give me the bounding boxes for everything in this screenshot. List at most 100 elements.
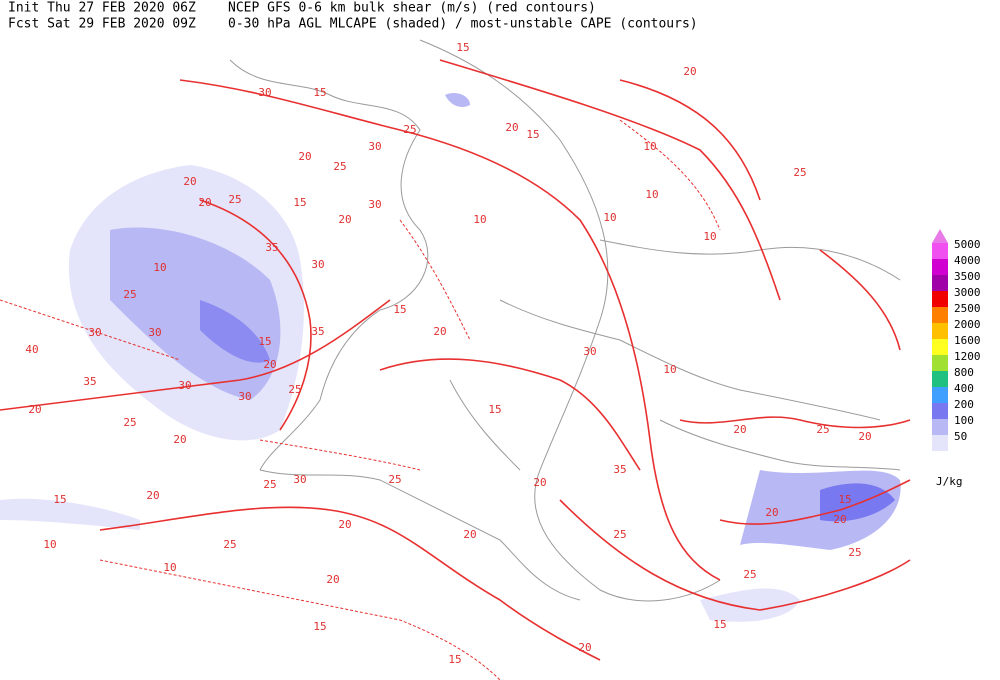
contour-label: 20	[198, 196, 211, 209]
contour-label: 10	[43, 538, 56, 551]
contour-label: 20	[833, 513, 846, 526]
contour-label: 35	[83, 375, 96, 388]
contour-label: 10	[645, 188, 658, 201]
legend-label: 50	[954, 430, 967, 443]
contour-label: 20	[683, 65, 696, 78]
legend-label: 2500	[954, 302, 981, 315]
cape-shading	[0, 93, 901, 622]
contour-label: 25	[123, 416, 136, 429]
contour-label: 30	[178, 379, 191, 392]
contour-label: 25	[743, 568, 756, 581]
contour-label: 30	[368, 198, 381, 211]
contour-label: 25	[403, 123, 416, 136]
contour-label: 20	[338, 518, 351, 531]
contour-label: 25	[228, 193, 241, 206]
contour-label: 20	[505, 121, 518, 134]
contour-label: 20	[433, 325, 446, 338]
contour-label: 35	[613, 463, 626, 476]
contour-label: 30	[293, 473, 306, 486]
contour-label: 30	[311, 258, 324, 271]
legend-swatch	[932, 355, 948, 371]
contour-label: 20	[298, 150, 311, 163]
contour-label: 20	[338, 213, 351, 226]
legend-swatch	[932, 323, 948, 339]
legend-swatch	[932, 387, 948, 403]
contour-label: 20	[533, 476, 546, 489]
contour-label: 20	[733, 423, 746, 436]
contour-label: 15	[258, 335, 271, 348]
contour-label: 20	[183, 175, 196, 188]
contour-label: 25	[613, 528, 626, 541]
contour-label: 25	[388, 473, 401, 486]
title-line1: NCEP GFS 0-6 km bulk shear (m/s) (red co…	[228, 1, 596, 16]
contour-label: 30	[238, 390, 251, 403]
contour-label: 35	[265, 241, 278, 254]
contour-label: 20	[578, 641, 591, 654]
legend-swatch	[932, 371, 948, 387]
contour-label: 15	[293, 196, 306, 209]
contour-label: 25	[793, 166, 806, 179]
legend-swatch	[932, 419, 948, 435]
contour-label: 20	[28, 403, 41, 416]
contour-label: 20	[463, 528, 476, 541]
fcst-label: Fcst Sat 29 FEB 2020 09Z	[8, 17, 196, 32]
contour-label: 15	[488, 403, 501, 416]
legend-label: 2000	[954, 318, 981, 331]
legend-arrow	[932, 229, 948, 243]
legend-unit: J/kg	[936, 475, 963, 488]
contour-label: 15	[313, 620, 326, 633]
contour-label: 20	[326, 573, 339, 586]
contour-label: 30	[583, 345, 596, 358]
legend-label: 1200	[954, 350, 981, 363]
contour-label: 10	[473, 213, 486, 226]
contour-label: 25	[223, 538, 236, 551]
legend-label: 1600	[954, 334, 981, 347]
contour-label: 15	[393, 303, 406, 316]
init-label: Init Thu 27 FEB 2020 06Z	[8, 1, 196, 16]
contour-label: 15	[713, 618, 726, 631]
legend-swatch	[932, 339, 948, 355]
contour-label: 30	[258, 86, 271, 99]
legend-label: 100	[954, 414, 974, 427]
legend-label: 3000	[954, 286, 981, 299]
legend-label: 4000	[954, 254, 981, 267]
title-line2: 0-30 hPa AGL MLCAPE (shaded) / most-unst…	[228, 17, 698, 32]
legend-swatch	[932, 275, 948, 291]
contour-label: 10	[163, 561, 176, 574]
legend-swatch	[932, 259, 948, 275]
contour-label: 10	[663, 363, 676, 376]
shear-contours	[0, 59, 911, 680]
contour-label: 15	[838, 493, 851, 506]
legend-swatch	[932, 307, 948, 323]
contour-label: 10	[643, 140, 656, 153]
contour-label: 40	[25, 343, 38, 356]
contour-label: 15	[448, 653, 461, 666]
legend-label: 800	[954, 366, 974, 379]
legend-label: 400	[954, 382, 974, 395]
contour-label: 15	[526, 128, 539, 141]
contour-label: 15	[456, 41, 469, 54]
coastlines	[229, 39, 901, 602]
contour-label: 25	[848, 546, 861, 559]
contour-label: 15	[53, 493, 66, 506]
legend-swatch	[932, 291, 948, 307]
contour-label: 25	[333, 160, 346, 173]
legend-label: 5000	[954, 238, 981, 251]
contour-label: 25	[288, 383, 301, 396]
contour-label: 30	[148, 326, 161, 339]
legend-label: 200	[954, 398, 974, 411]
legend-label: 3500	[954, 270, 981, 283]
contour-label: 25	[263, 478, 276, 491]
contour-label: 35	[311, 325, 324, 338]
contour-label: 20	[146, 489, 159, 502]
contour-label: 20	[765, 506, 778, 519]
contour-label: 20	[263, 358, 276, 371]
contour-label: 10	[703, 230, 716, 243]
contour-label: 25	[123, 288, 136, 301]
contour-label: 10	[153, 261, 166, 274]
legend-swatch	[932, 403, 948, 419]
contour-label: 30	[368, 140, 381, 153]
legend-swatch	[932, 243, 948, 259]
